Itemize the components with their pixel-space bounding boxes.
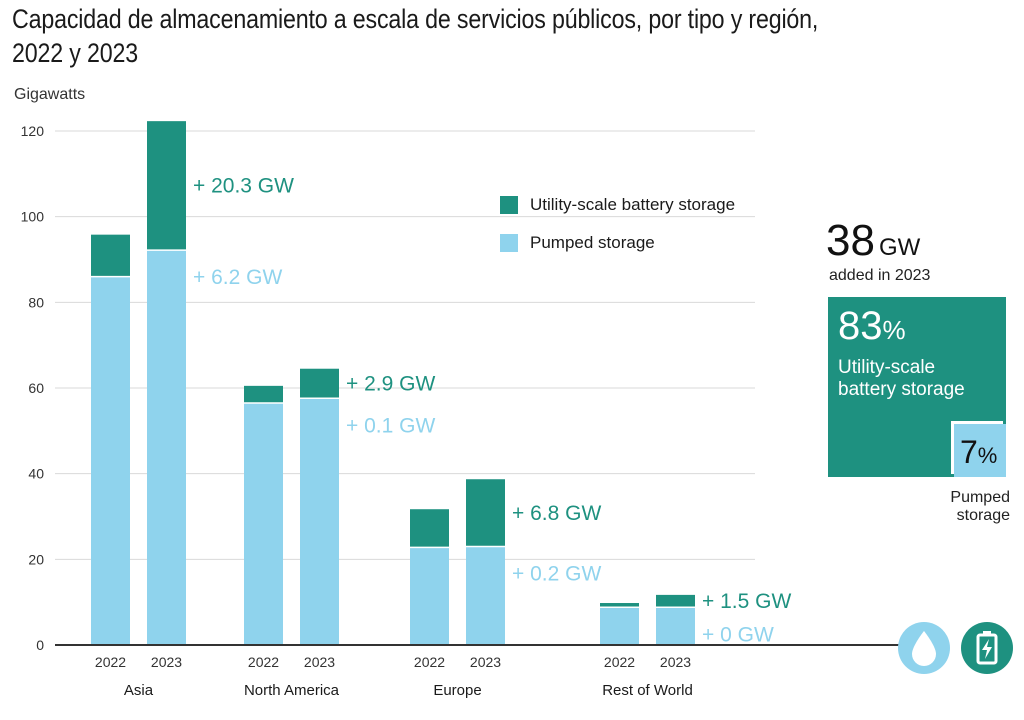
pumped-share-pct-sign: % bbox=[977, 443, 998, 468]
x-year-label: 2022 bbox=[248, 654, 279, 670]
increase-label-pumped: + 6.2 GW bbox=[193, 266, 282, 289]
summary-subtitle: added in 2023 bbox=[829, 267, 931, 284]
pumped-share-value: 7% bbox=[960, 434, 997, 474]
y-tick-label: 100 bbox=[21, 209, 45, 225]
x-year-label: 2023 bbox=[470, 654, 501, 670]
x-year-label: 2023 bbox=[660, 654, 691, 670]
bar-battery bbox=[91, 234, 130, 277]
bar-pumped bbox=[600, 607, 639, 645]
summary-total-unit: GW bbox=[878, 234, 921, 261]
bar-pumped bbox=[656, 607, 695, 645]
bar-battery bbox=[300, 368, 339, 399]
bar-pumped bbox=[410, 547, 449, 645]
water-drop-icon bbox=[898, 622, 950, 674]
bar-battery bbox=[244, 385, 283, 403]
y-tick-label: 80 bbox=[28, 294, 44, 310]
increase-label-pumped: + 0.1 GW bbox=[346, 414, 435, 437]
bar-battery bbox=[147, 121, 186, 251]
bar-pumped bbox=[147, 250, 186, 645]
bar-battery bbox=[656, 594, 695, 608]
bar-pumped bbox=[91, 276, 130, 645]
bar-pumped bbox=[300, 398, 339, 645]
battery-share-value: 83% bbox=[838, 303, 906, 353]
bar-pumped bbox=[244, 402, 283, 645]
x-year-label: 2022 bbox=[604, 654, 635, 670]
bar-battery bbox=[600, 603, 639, 608]
pumped-share-square: 7% bbox=[954, 424, 1006, 477]
battery-share-pct-sign: % bbox=[882, 315, 906, 345]
x-region-label: Asia bbox=[124, 682, 154, 699]
battery-charging-icon bbox=[961, 622, 1013, 674]
y-tick-label: 0 bbox=[36, 637, 44, 653]
pumped-share-label: Pumped storage bbox=[950, 489, 1010, 524]
legend-label-battery: Utility-scale battery storage bbox=[530, 195, 736, 214]
x-region-label: North America bbox=[244, 682, 340, 699]
legend-swatch-battery bbox=[500, 196, 518, 214]
legend-item-pumped: Pumped storage bbox=[500, 224, 735, 262]
increase-label-pumped: + 0 GW bbox=[702, 623, 774, 646]
bar-battery bbox=[410, 509, 449, 548]
y-tick-label: 20 bbox=[28, 551, 44, 567]
x-year-label: 2023 bbox=[151, 654, 182, 670]
increase-label-battery: + 1.5 GW bbox=[702, 590, 791, 613]
battery-share-number: 83 bbox=[838, 304, 883, 348]
x-year-label: 2022 bbox=[95, 654, 126, 670]
legend: Utility-scale battery storage Pumped sto… bbox=[500, 186, 735, 262]
legend-label-pumped: Pumped storage bbox=[530, 233, 655, 252]
battery-share-label: Utility-scale battery storage bbox=[838, 357, 965, 400]
summary-total-value: 38 bbox=[826, 216, 875, 265]
chart-title: Capacidad de almacenamiento a escala de … bbox=[12, 4, 819, 68]
x-region-label: Europe bbox=[433, 682, 481, 699]
x-year-label: 2023 bbox=[304, 654, 335, 670]
x-year-label: 2022 bbox=[414, 654, 445, 670]
summary-total: 38 GW bbox=[826, 216, 920, 273]
increase-label-battery: + 20.3 GW bbox=[193, 175, 294, 198]
x-region-label: Rest of World bbox=[602, 682, 693, 699]
bar-battery bbox=[466, 479, 505, 547]
pumped-share-number: 7 bbox=[960, 434, 978, 470]
y-tick-label: 40 bbox=[28, 466, 44, 482]
y-tick-label: 60 bbox=[28, 380, 44, 396]
increase-label-battery: + 2.9 GW bbox=[346, 373, 435, 396]
legend-item-battery: Utility-scale battery storage bbox=[500, 186, 735, 224]
bar-pumped bbox=[466, 546, 505, 645]
increase-label-battery: + 6.8 GW bbox=[512, 502, 601, 525]
increase-label-pumped: + 0.2 GW bbox=[512, 562, 601, 585]
legend-swatch-pumped bbox=[500, 234, 518, 252]
y-axis-unit-label: Gigawatts bbox=[14, 86, 86, 103]
y-tick-label: 120 bbox=[21, 123, 45, 139]
